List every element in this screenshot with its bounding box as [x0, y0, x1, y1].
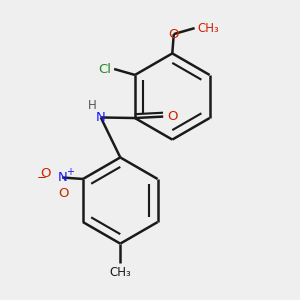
Text: O: O	[58, 187, 69, 200]
Text: N: N	[57, 171, 67, 184]
Text: Cl: Cl	[98, 62, 111, 76]
Text: O: O	[40, 167, 51, 179]
Text: N: N	[96, 111, 106, 124]
Text: CH₃: CH₃	[198, 22, 219, 34]
Text: +: +	[66, 167, 74, 177]
Text: O: O	[167, 110, 177, 123]
Text: O: O	[169, 28, 179, 40]
Text: −: −	[37, 171, 47, 184]
Text: CH₃: CH₃	[110, 266, 131, 279]
Text: H: H	[88, 99, 96, 112]
